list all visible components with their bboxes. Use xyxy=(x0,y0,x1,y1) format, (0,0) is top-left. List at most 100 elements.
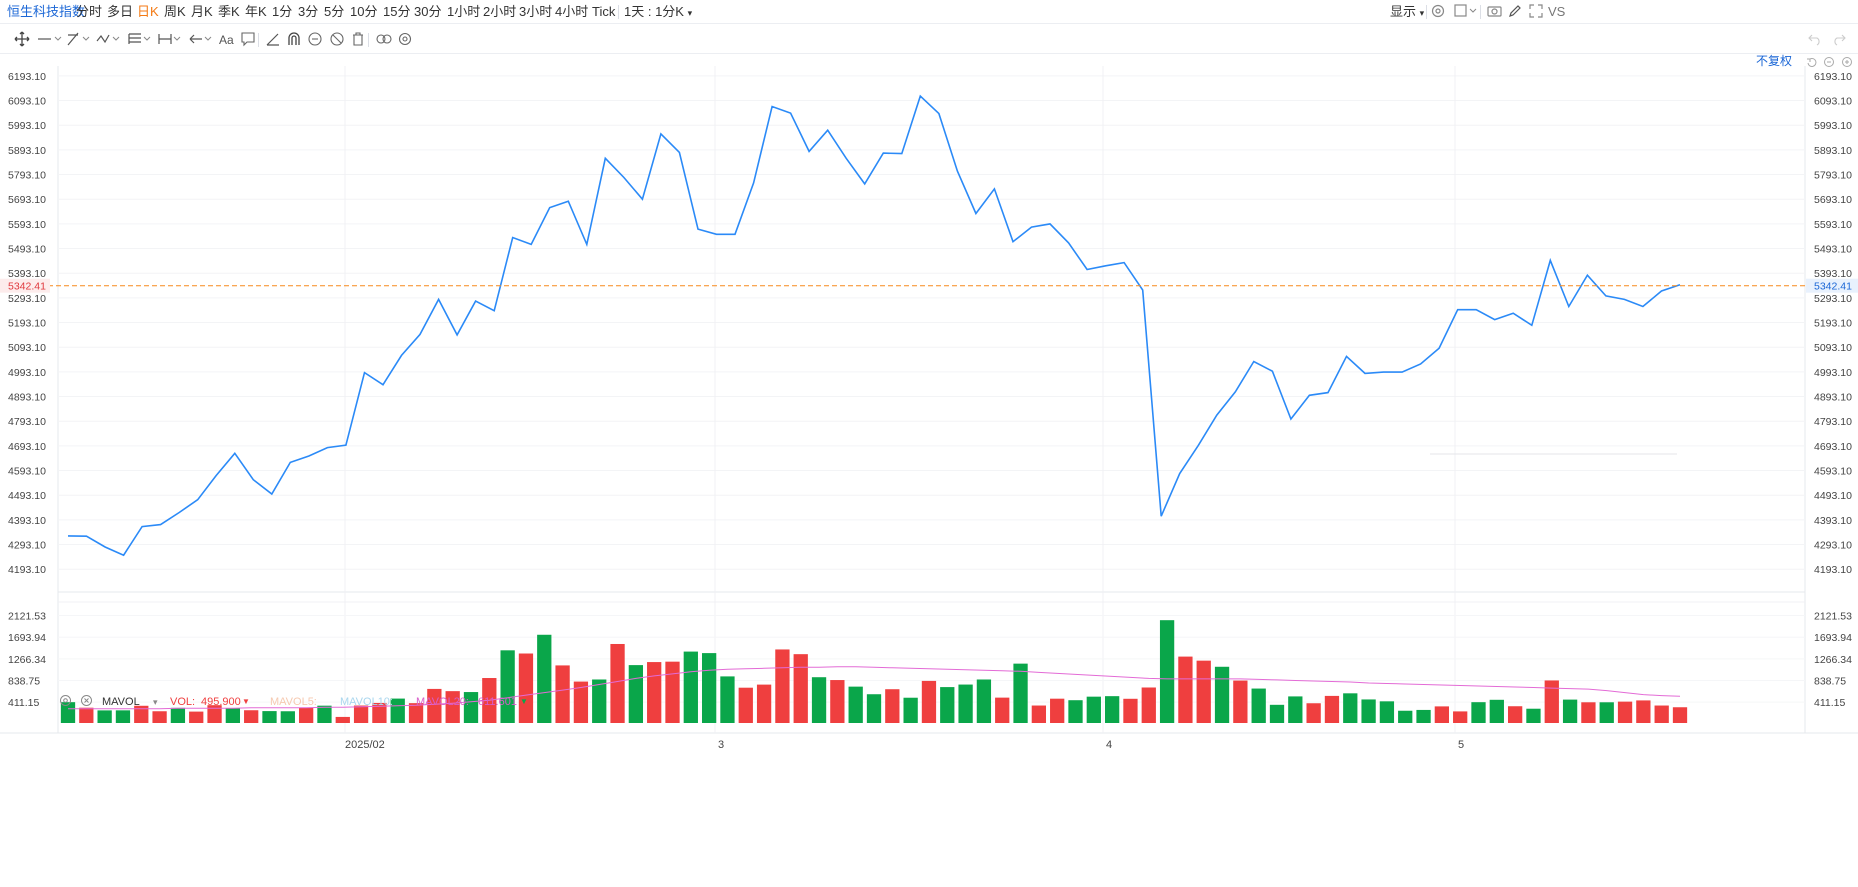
display-label: 显示 xyxy=(1390,4,1417,19)
price-tick-label: 4893.10 xyxy=(8,392,46,404)
volume-bar xyxy=(500,650,515,723)
period-30min[interactable]: 30分 xyxy=(414,4,442,19)
price-tick-label: 5393.10 xyxy=(1814,268,1852,280)
indicator-name[interactable]: MAVOL xyxy=(102,696,140,708)
volume-bar xyxy=(995,697,1010,723)
compare-vs-button[interactable]: VS xyxy=(1548,4,1566,19)
volume-bar xyxy=(921,680,937,723)
volume-bar xyxy=(1104,696,1120,723)
top-toolbar: 恒生科技指数 分时 多日 日K 周K 月K 季K 年K 1分 3分 5分 10分… xyxy=(0,0,1858,24)
link-tool-icon[interactable] xyxy=(375,30,393,48)
chevron-down-icon[interactable]: ▾ xyxy=(153,697,158,707)
period-yearly-k[interactable]: 年K xyxy=(245,4,267,19)
settings-tool-icon[interactable] xyxy=(397,30,413,48)
period-1min[interactable]: 1分 xyxy=(272,4,293,19)
camera-icon[interactable] xyxy=(1487,4,1502,23)
volume-bar xyxy=(134,705,149,723)
price-tick-label: 6193.10 xyxy=(1814,71,1852,83)
volume-bar xyxy=(317,705,332,723)
text-tool-icon[interactable]: Aa xyxy=(218,30,234,48)
undo-icon[interactable] xyxy=(1808,30,1822,48)
price-tick-label: 5893.10 xyxy=(8,145,46,157)
mavol20-label: MAVOL20: xyxy=(416,696,469,708)
arrow-tool-icon[interactable] xyxy=(188,30,214,48)
volume-bar xyxy=(647,662,662,723)
svg-text:Aa: Aa xyxy=(219,33,234,47)
volume-bar xyxy=(1453,711,1468,723)
period-1hour[interactable]: 1小时 xyxy=(447,4,481,19)
period-tick[interactable]: Tick xyxy=(592,4,616,19)
measure-tool-icon[interactable] xyxy=(157,30,183,48)
volume-bar xyxy=(1233,680,1248,723)
volume-bar xyxy=(152,711,167,723)
period-fenshi[interactable]: 分时 xyxy=(76,4,103,19)
time-tick-label: 5 xyxy=(1458,739,1464,751)
price-tick-label: 4693.10 xyxy=(1814,441,1852,453)
mavol20-line xyxy=(68,666,1681,710)
symbol-name[interactable]: 恒生科技指数 xyxy=(7,4,86,19)
wave-tool-icon[interactable] xyxy=(96,30,122,48)
kline-chart[interactable]: 6193.10 6093.10 5993.10 5893.10 5793.10 5693.… xyxy=(0,54,1858,887)
ray-tool-icon[interactable] xyxy=(66,30,92,48)
volume-bar xyxy=(811,677,827,723)
line-tool-icon[interactable] xyxy=(37,30,63,48)
price-tick-label: 4593.10 xyxy=(8,466,46,478)
fib-tool-icon[interactable] xyxy=(127,30,153,48)
price-tick-label: 5193.10 xyxy=(8,318,46,330)
time-axis: 2025/02 3 4 5 xyxy=(345,739,1464,751)
lock-tool-icon[interactable] xyxy=(307,30,323,48)
volume-bar xyxy=(1068,700,1083,723)
volume-bar xyxy=(610,643,625,723)
price-tick-label: 4293.10 xyxy=(8,540,46,552)
period-multi-day[interactable]: 多日 xyxy=(107,4,134,19)
price-axis-right: 6193.10 6093.10 5993.10 5893.10 5793.10 5693.… xyxy=(1814,71,1852,576)
indicator-close-icon[interactable] xyxy=(80,694,93,710)
volume-bar xyxy=(372,702,387,723)
layout-square-icon[interactable] xyxy=(1454,4,1478,23)
hide-tool-icon[interactable] xyxy=(329,30,345,48)
price-tick-label: 4493.10 xyxy=(1814,490,1852,502)
period-weekly-k[interactable]: 周K xyxy=(164,4,186,19)
volume-tick-label: 411.15 xyxy=(1814,697,1845,709)
period-10min[interactable]: 10分 xyxy=(350,4,378,19)
period-15min[interactable]: 15分 xyxy=(383,4,411,19)
display-dropdown[interactable]: 显示 ▾ xyxy=(1390,4,1424,21)
period-5min[interactable]: 5分 xyxy=(324,4,345,19)
period-2hour[interactable]: 2小时 xyxy=(483,4,517,19)
period-quarterly-k[interactable]: 季K xyxy=(218,4,240,19)
redo-icon[interactable] xyxy=(1832,30,1846,48)
price-tick-label: 4693.10 xyxy=(8,441,46,453)
indicator-settings-icon[interactable] xyxy=(59,694,72,710)
period-daily-k[interactable]: 日K xyxy=(137,4,159,19)
fullscreen-icon[interactable] xyxy=(1529,4,1543,23)
custom-period-select[interactable]: 1天 : 1分K ▾ xyxy=(624,4,692,21)
volume-bar xyxy=(1562,699,1578,723)
volume-bar xyxy=(555,665,570,723)
delete-tool-icon[interactable] xyxy=(350,30,366,48)
volume-bar xyxy=(1636,700,1651,723)
angle-tool-icon[interactable] xyxy=(265,30,281,48)
pencil-icon[interactable] xyxy=(1508,4,1522,23)
period-3hour[interactable]: 3小时 xyxy=(519,4,553,19)
price-tick-label: 4193.10 xyxy=(1814,564,1852,576)
volume-bar xyxy=(1141,687,1156,723)
comment-tool-icon[interactable] xyxy=(240,30,256,48)
period-4hour[interactable]: 4小时 xyxy=(555,4,589,19)
volume-tick-label: 1266.34 xyxy=(1814,654,1852,666)
toolbar-divider xyxy=(618,5,619,19)
move-cross-icon[interactable] xyxy=(14,30,30,48)
volume-bar xyxy=(976,679,992,723)
price-tick-label: 5993.10 xyxy=(1814,120,1852,132)
settings-gear-icon[interactable] xyxy=(1431,4,1445,23)
price-tick-label: 4993.10 xyxy=(8,367,46,379)
price-tick-label: 4193.10 xyxy=(8,564,46,576)
volume-bar xyxy=(244,710,259,723)
chevron-down-icon: ▾ xyxy=(687,8,693,18)
volume-bars xyxy=(60,620,1688,723)
period-3min[interactable]: 3分 xyxy=(298,4,319,19)
volume-bar xyxy=(170,707,186,723)
volume-bar xyxy=(665,661,680,723)
volume-bar xyxy=(628,665,644,723)
period-monthly-k[interactable]: 月K xyxy=(191,4,213,19)
magnet-tool-icon[interactable] xyxy=(286,30,302,48)
